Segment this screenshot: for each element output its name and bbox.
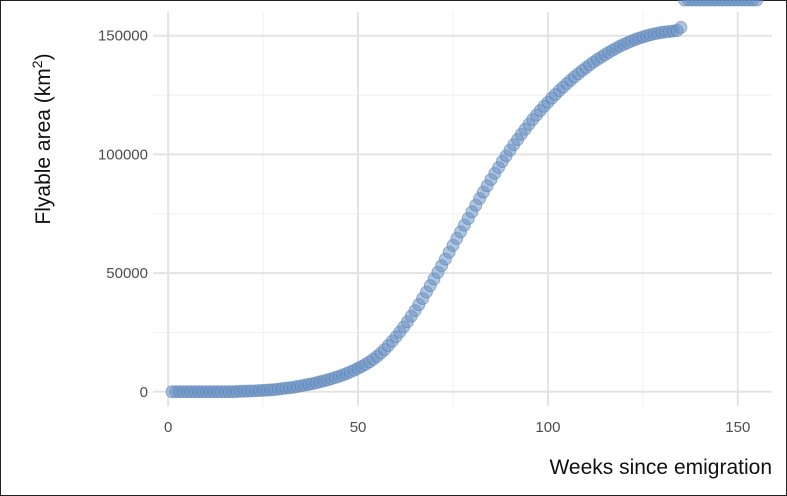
plot-panel xyxy=(153,12,772,406)
x-tick-label: 0 xyxy=(164,419,172,436)
y-axis-title-unit-exponent: 2 xyxy=(29,60,45,68)
y-tick-label: 50000 xyxy=(106,265,148,282)
x-tick-label: 50 xyxy=(350,419,367,436)
y-axis-title-unit: km xyxy=(32,68,55,96)
y-axis-title-text: Flyable area xyxy=(32,109,55,225)
data-points xyxy=(165,0,764,399)
data-point xyxy=(674,20,688,34)
x-axis-ticks: 0 50 100 150 xyxy=(164,419,750,436)
x-tick-label: 100 xyxy=(535,419,560,436)
y-axis-title: Flyable area (km2) xyxy=(29,53,55,224)
y-axis-ticks: 0 50000 100000 150000 xyxy=(98,28,148,401)
y-tick-label: 100000 xyxy=(98,146,148,163)
y-axis-title-unit-open: ( xyxy=(32,96,55,109)
x-axis-title: Weeks since emigration xyxy=(549,456,772,479)
y-axis-title-unit-close: ) xyxy=(32,53,55,60)
x-tick-label: 150 xyxy=(725,419,750,436)
data-point xyxy=(750,0,764,7)
y-tick-label: 150000 xyxy=(98,28,148,45)
y-tick-label: 0 xyxy=(140,384,148,401)
